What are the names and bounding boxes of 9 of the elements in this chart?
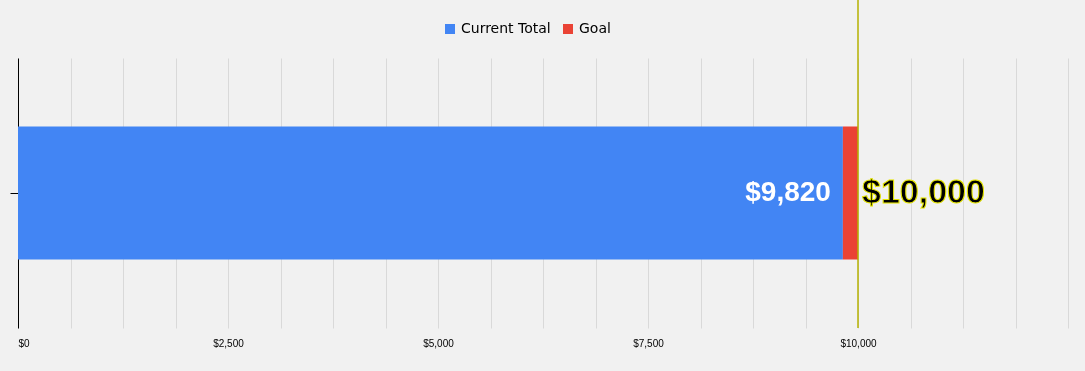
x-tick-label: $0 (18, 337, 31, 349)
data-label: $9,820 (745, 176, 831, 207)
legend-label: Current Total (461, 20, 551, 36)
legend-label: Goal (579, 20, 611, 36)
x-tick-label: $2,500 (213, 337, 245, 349)
x-tick-label: $7,500 (633, 337, 665, 349)
x-tick-label: $5,000 (423, 337, 455, 349)
total-label: $10,000 (862, 172, 985, 210)
x-tick-label: $10,000 (840, 337, 878, 349)
